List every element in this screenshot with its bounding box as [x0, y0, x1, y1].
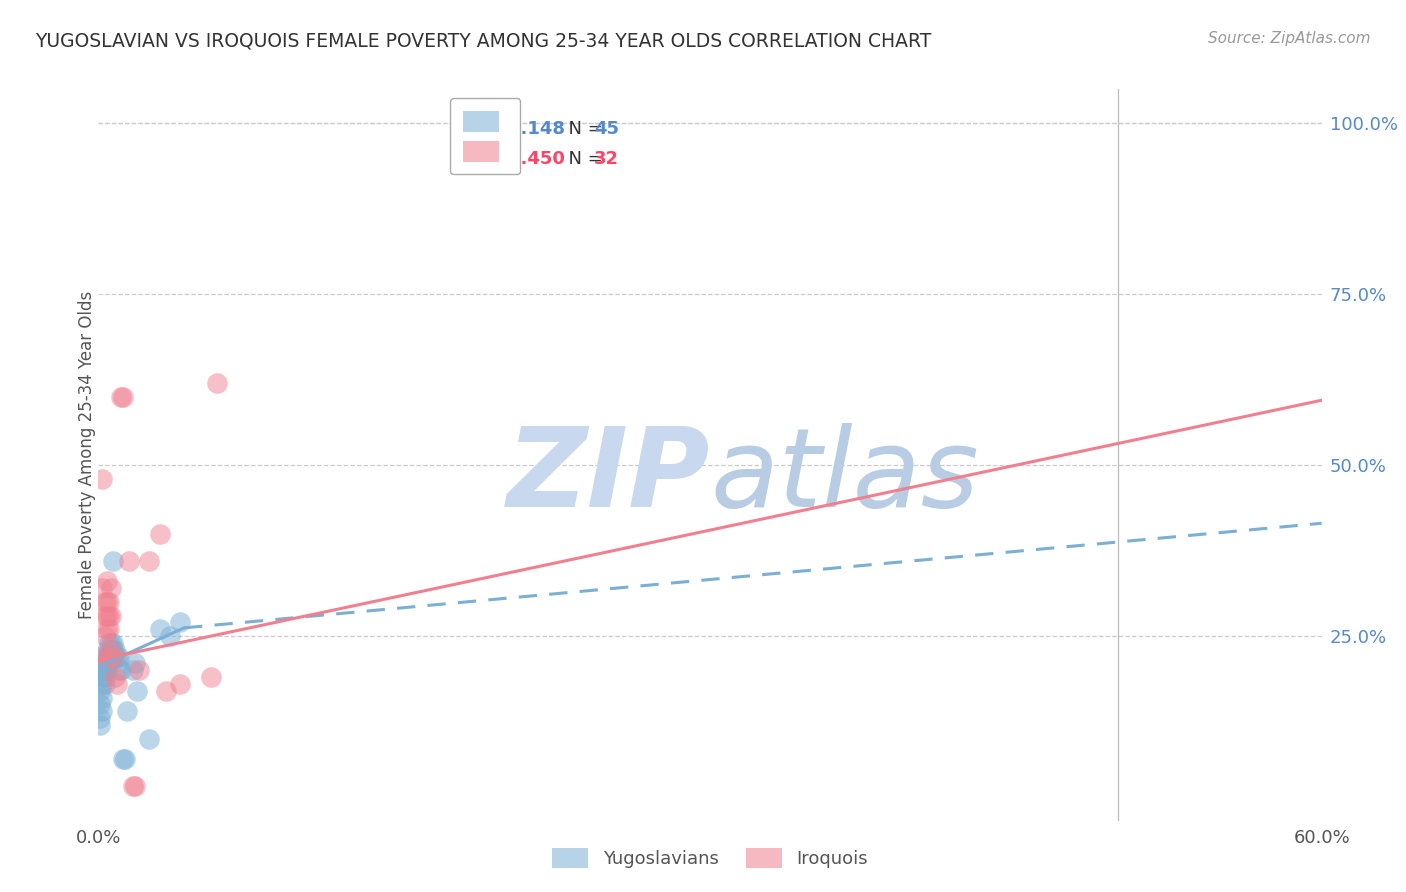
Point: [96, 608, 118, 623]
Point: [138, 731, 160, 746]
Point: [93, 663, 115, 677]
Point: [96, 649, 118, 664]
Point: [93, 670, 115, 684]
Point: [93, 629, 115, 643]
Point: [101, 649, 124, 664]
Text: YUGOSLAVIAN VS IROQUOIS FEMALE POVERTY AMONG 25-34 YEAR OLDS CORRELATION CHART: YUGOSLAVIAN VS IROQUOIS FEMALE POVERTY A…: [35, 31, 932, 50]
Point: [96, 595, 118, 609]
Point: [110, 390, 132, 404]
Point: [108, 649, 131, 664]
Point: [101, 649, 124, 664]
Point: [128, 663, 150, 677]
Point: [122, 780, 145, 794]
Point: [93, 649, 115, 664]
Y-axis label: Female Poverty Among 25-34 Year Olds: Female Poverty Among 25-34 Year Olds: [79, 291, 96, 619]
Point: [111, 390, 134, 404]
Point: [91, 670, 114, 684]
Point: [105, 677, 128, 691]
Point: [89, 649, 111, 664]
Point: [100, 581, 122, 595]
Point: [91, 472, 114, 486]
Text: Source: ZipAtlas.com: Source: ZipAtlas.com: [1208, 31, 1371, 46]
Point: [127, 683, 149, 698]
Point: [89, 683, 111, 698]
Point: [96, 622, 118, 636]
Point: [108, 663, 131, 677]
Legend: Yugoslavians, Iroquois: Yugoslavians, Iroquois: [543, 838, 877, 878]
Point: [114, 752, 136, 766]
Point: [100, 608, 122, 623]
Point: [169, 677, 191, 691]
Point: [91, 690, 114, 705]
Point: [97, 595, 120, 609]
Point: [149, 622, 172, 636]
Point: [124, 657, 146, 671]
Point: [118, 554, 141, 568]
Point: [100, 642, 122, 657]
Point: [89, 711, 111, 725]
Point: [89, 718, 111, 732]
Point: [155, 683, 177, 698]
Point: [96, 663, 118, 677]
Point: [149, 526, 172, 541]
Text: N =: N =: [557, 150, 609, 168]
Point: [97, 636, 120, 650]
Point: [97, 622, 120, 636]
Point: [205, 376, 228, 391]
Text: ZIP: ZIP: [506, 424, 710, 531]
Point: [91, 581, 114, 595]
Point: [93, 595, 115, 609]
Point: [91, 677, 114, 691]
Point: [93, 677, 115, 691]
Point: [96, 657, 118, 671]
Point: [105, 649, 128, 664]
Point: [96, 574, 118, 589]
Point: [101, 554, 124, 568]
Point: [101, 636, 124, 650]
Point: [100, 649, 122, 664]
Point: [115, 704, 138, 718]
Point: [100, 642, 122, 657]
Text: R =: R =: [460, 150, 503, 168]
Text: 32: 32: [593, 150, 619, 168]
Point: [91, 663, 114, 677]
Point: [104, 642, 127, 657]
Text: R =: R =: [460, 120, 503, 138]
Text: atlas: atlas: [710, 424, 979, 531]
Point: [97, 649, 120, 664]
Point: [122, 663, 145, 677]
Point: [101, 642, 124, 657]
Point: [104, 649, 127, 664]
Point: [93, 657, 115, 671]
Point: [97, 649, 120, 664]
Point: [110, 663, 132, 677]
Point: [97, 642, 120, 657]
Point: [138, 554, 160, 568]
Point: [89, 698, 111, 712]
Point: [93, 608, 115, 623]
Point: [159, 629, 181, 643]
Point: [104, 670, 127, 684]
Point: [169, 615, 191, 630]
Point: [91, 704, 114, 718]
Point: [200, 670, 222, 684]
Text: 0.148: 0.148: [508, 120, 565, 138]
Point: [124, 780, 146, 794]
Point: [111, 752, 134, 766]
Point: [97, 608, 120, 623]
Text: 0.450: 0.450: [508, 150, 565, 168]
Point: [96, 642, 118, 657]
Point: [100, 636, 122, 650]
Text: 45: 45: [593, 120, 619, 138]
Point: [97, 657, 120, 671]
Text: N =: N =: [557, 120, 609, 138]
